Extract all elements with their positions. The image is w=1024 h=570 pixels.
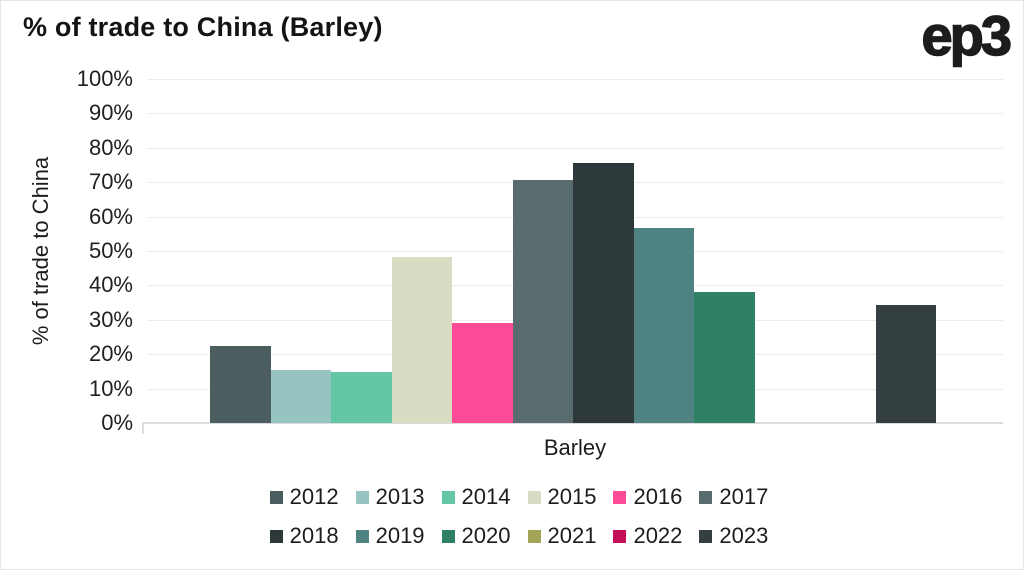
legend-swatch-2017 bbox=[699, 490, 713, 504]
legend-label-2017: 2017 bbox=[719, 484, 769, 509]
legend-item-2023: 2023 bbox=[699, 524, 768, 548]
bar-2023 bbox=[875, 305, 936, 423]
y-tick-label-100: 100% bbox=[76, 66, 133, 91]
legend-row-2: 2018 2019 2020 2021 2022 2023 bbox=[269, 523, 768, 548]
x-axis-line bbox=[142, 422, 1003, 424]
legend-row-1: 2012 2013 2014 2015 2016 2017 bbox=[269, 484, 768, 509]
y-tick-label-90: 90% bbox=[88, 100, 133, 126]
legend-label-2012: 2012 bbox=[289, 484, 339, 509]
legend-label-2015: 2015 bbox=[547, 484, 597, 509]
y-tick-label-10: 10% bbox=[88, 375, 133, 401]
legend-swatch-2021 bbox=[527, 529, 541, 543]
legend-swatch-2013 bbox=[355, 490, 369, 504]
legend-swatch-2012 bbox=[269, 490, 283, 504]
legend-swatch-2022 bbox=[613, 529, 627, 543]
legend-item-2017: 2017 bbox=[699, 485, 768, 509]
legend-label-2023: 2023 bbox=[719, 523, 769, 548]
legend-item-2016: 2016 bbox=[613, 485, 682, 509]
gridline-80 bbox=[147, 147, 1003, 149]
y-tick-label-20: 20% bbox=[88, 341, 133, 367]
legend-swatch-2018 bbox=[269, 529, 283, 543]
y-tick-label-30: 30% bbox=[88, 306, 133, 332]
bar-2014 bbox=[331, 372, 392, 423]
gridline-90 bbox=[147, 113, 1003, 115]
legend-label-2019: 2019 bbox=[375, 523, 425, 548]
x-axis-left-tick bbox=[142, 423, 144, 434]
legend-item-2020: 2020 bbox=[441, 523, 511, 548]
legend-swatch-2014 bbox=[441, 490, 455, 504]
legend-label-2013: 2013 bbox=[375, 484, 425, 509]
bar-2016 bbox=[452, 322, 513, 423]
y-tick-label-0: 0% bbox=[101, 410, 133, 435]
legend-item-2022: 2022 bbox=[613, 524, 682, 548]
legend-label-2016: 2016 bbox=[633, 484, 683, 509]
bar-2012 bbox=[210, 345, 271, 423]
bar-2015 bbox=[391, 256, 452, 423]
bar-2017 bbox=[512, 180, 573, 423]
legend-swatch-2020 bbox=[441, 529, 455, 543]
legend-swatch-2019 bbox=[355, 529, 369, 543]
chart-title: % of trade to China (Barley) bbox=[23, 12, 383, 42]
legend-item-2018: 2018 bbox=[269, 523, 339, 548]
legend-label-2014: 2014 bbox=[461, 484, 511, 509]
bar-2018 bbox=[573, 162, 634, 423]
legend-label-2021: 2021 bbox=[547, 523, 597, 548]
y-tick-label-40: 40% bbox=[88, 272, 133, 298]
y-tick-label-60: 60% bbox=[88, 203, 133, 229]
bar-2013 bbox=[270, 370, 331, 423]
y-tick-label-50: 50% bbox=[88, 238, 133, 263]
legend-label-2020: 2020 bbox=[461, 523, 511, 548]
legend-label-2022: 2022 bbox=[633, 523, 683, 548]
bar-2020 bbox=[694, 291, 755, 423]
legend: 2012 2013 2014 2015 2016 2017 2018 2019 2020 2021… bbox=[15, 485, 1023, 548]
legend-item-2019: 2019 bbox=[355, 523, 425, 548]
y-axis-tick-labels: 0% 10% 20% 30% 40% 50% 60% 70% 80% 90% 100% bbox=[1, 66, 133, 435]
y-tick-label-70: 70% bbox=[88, 169, 133, 195]
legend-swatch-2016 bbox=[613, 490, 627, 504]
legend-item-2013: 2013 bbox=[355, 484, 425, 509]
x-axis-category-label: Barley bbox=[543, 435, 607, 460]
bar-2019 bbox=[633, 227, 694, 423]
legend-swatch-2023 bbox=[699, 529, 713, 543]
legend-item-2012: 2012 bbox=[269, 484, 339, 509]
gridline-100 bbox=[147, 79, 1003, 80]
legend-item-2015: 2015 bbox=[527, 484, 597, 509]
ep3-logo: ep3 bbox=[921, 3, 1013, 68]
y-tick-label-80: 80% bbox=[88, 134, 133, 160]
legend-item-2014: 2014 bbox=[441, 484, 511, 509]
legend-label-2018: 2018 bbox=[289, 523, 339, 548]
legend-item-2021: 2021 bbox=[527, 523, 597, 548]
legend-swatch-2015 bbox=[527, 490, 541, 504]
plot-area bbox=[142, 79, 1003, 434]
